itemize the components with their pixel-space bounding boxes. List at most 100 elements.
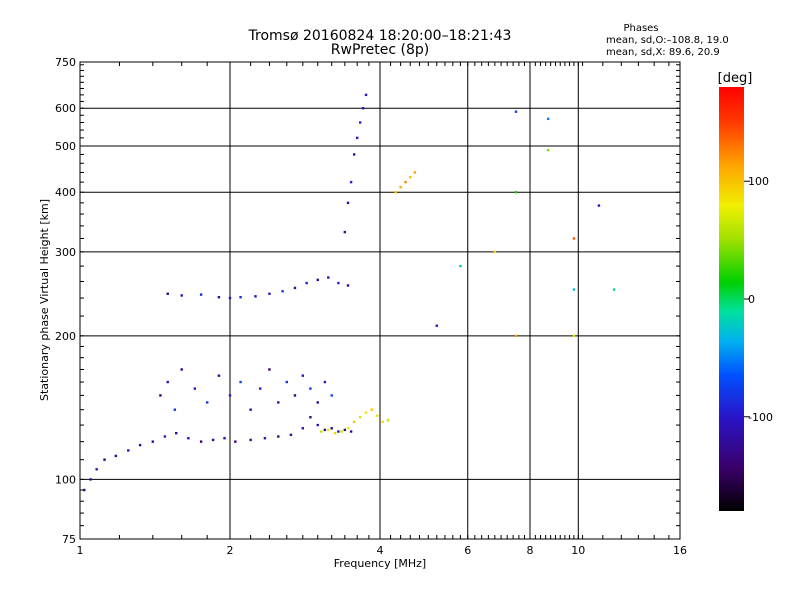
data-point [346, 201, 350, 205]
data-point [281, 290, 284, 293]
data-point [277, 401, 280, 404]
chart-subtitle: RwPretec (8p) [331, 42, 429, 58]
colorbar-tick-label: 100 [748, 175, 769, 188]
series-x-mode-low-trace [320, 408, 390, 435]
y-tick-label: 500 [55, 140, 76, 153]
data-point [333, 431, 337, 435]
data-point [205, 401, 209, 404]
data-point [249, 408, 252, 411]
data-point [330, 394, 333, 397]
data-point [217, 295, 221, 299]
data-point [316, 423, 319, 427]
data-point [228, 394, 232, 397]
y-tick-label: 300 [55, 246, 76, 259]
y-tick-label: 200 [55, 330, 76, 343]
data-point [83, 488, 86, 492]
data-point [514, 334, 518, 338]
data-point [399, 185, 402, 189]
data-point [330, 427, 333, 430]
data-point [404, 180, 407, 184]
data-point [343, 428, 347, 432]
colorbar-ticks: 100 0 -100 [744, 175, 773, 424]
data-point [514, 191, 518, 194]
data-point [268, 368, 271, 371]
data-point [163, 435, 167, 438]
data-point [309, 416, 312, 419]
data-point [180, 368, 183, 371]
data-point [459, 264, 462, 268]
series-f2-spread-o-mode- [343, 93, 368, 234]
x-axis-label: Frequency [MHz] [334, 557, 426, 570]
data-point [166, 380, 169, 384]
x-tick-label: 8 [527, 544, 534, 557]
y-tick-label: 100 [55, 473, 76, 486]
data-point [413, 171, 417, 174]
data-point [187, 437, 190, 440]
data-point [199, 293, 203, 296]
phase-info-x-mode: mean, sd,X: 89.6, 20.9 [606, 47, 720, 58]
data-point [358, 416, 362, 419]
data-point [249, 438, 252, 442]
data-point [151, 440, 155, 443]
data-point [493, 250, 497, 254]
data-point [95, 468, 98, 471]
data-point [277, 435, 280, 438]
data-point [301, 427, 305, 430]
x-tick-label: 10 [571, 544, 585, 557]
data-point [346, 427, 350, 430]
x-tick-label: 16 [673, 544, 687, 557]
data-point [138, 443, 142, 447]
data-point [217, 374, 221, 377]
series-sporadic-echoes [435, 110, 616, 338]
colorbar-tick-label: 0 [748, 293, 755, 306]
data-point [173, 408, 177, 411]
series-f2-lower-trace [166, 276, 350, 300]
data-point [234, 440, 237, 443]
data-point [316, 278, 319, 282]
data-point [193, 387, 197, 390]
chart-title: Tromsø 20160824 18:20:00–18:21:43 [248, 28, 512, 44]
data-point [293, 394, 297, 397]
data-point [514, 110, 518, 113]
data-point [352, 153, 356, 156]
data-point [259, 387, 262, 390]
series-e-f1-region-trace-o-mode- [83, 416, 353, 492]
data-point [376, 414, 379, 417]
x-tick-label: 1 [77, 544, 84, 557]
data-point [361, 107, 365, 110]
data-point [394, 191, 397, 194]
colorbar [719, 87, 744, 511]
data-point [572, 237, 576, 240]
data-point [239, 380, 242, 384]
data-point [159, 394, 162, 397]
data-point [316, 401, 319, 404]
data-point [546, 148, 550, 152]
data-point [223, 437, 226, 440]
points-layer [83, 93, 616, 492]
data-point [346, 284, 350, 287]
data-point [597, 204, 601, 207]
x-tick-label: 6 [464, 544, 471, 557]
x-tick-labels: 1 2 4 6 8 10 16 [77, 544, 688, 557]
series-f1-scatter [159, 368, 333, 411]
data-point [305, 281, 308, 285]
data-point [254, 295, 257, 298]
data-point [337, 430, 340, 433]
data-point [175, 431, 178, 435]
data-point [114, 454, 118, 458]
data-point [228, 296, 232, 300]
data-point [166, 292, 169, 295]
data-point [327, 276, 330, 279]
data-point [612, 288, 616, 291]
data-point [320, 430, 323, 433]
data-point [340, 430, 343, 433]
y-tick-label: 600 [55, 102, 76, 115]
colorbar-tick-label: -100 [748, 411, 773, 424]
data-point [323, 428, 327, 432]
y-tick-label: 750 [55, 56, 76, 69]
x-tick-label: 4 [377, 544, 384, 557]
data-point [349, 180, 353, 184]
data-point [546, 117, 550, 121]
data-point [89, 478, 92, 481]
